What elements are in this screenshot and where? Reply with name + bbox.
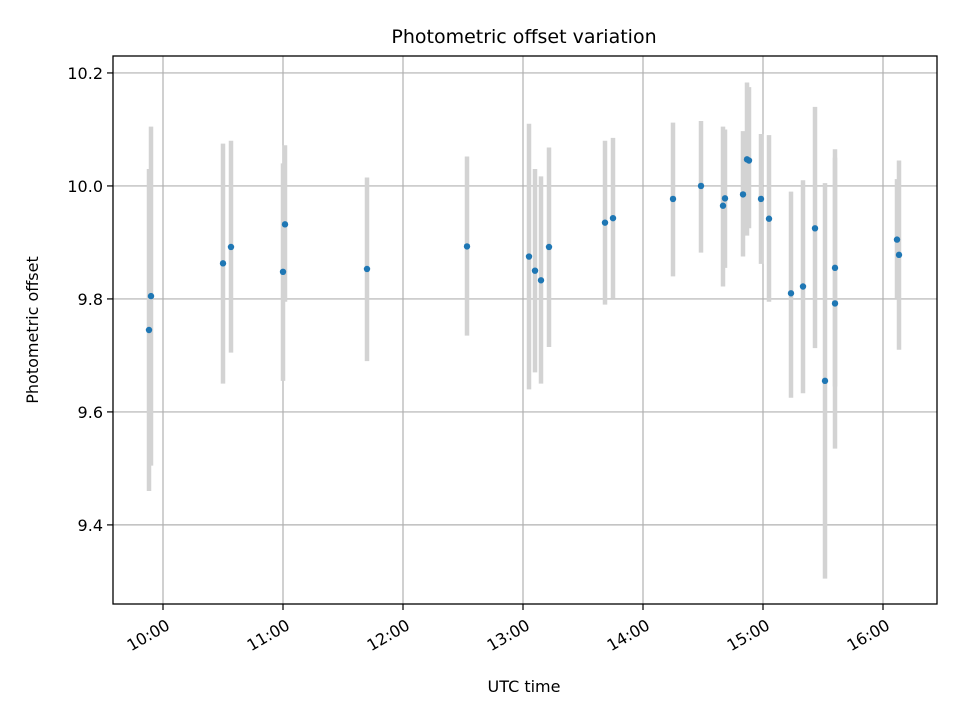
data-point <box>669 195 677 203</box>
data-point <box>719 202 727 209</box>
chart-title: Photometric offset variation <box>391 26 656 48</box>
data-point <box>609 214 617 222</box>
y-tick-label: 10.2 <box>67 64 103 83</box>
data-point <box>895 251 903 259</box>
y-axis-label: Photometric offset <box>23 256 42 404</box>
y-tick-label: 9.6 <box>78 403 103 422</box>
data-point <box>821 377 829 385</box>
data-point <box>145 326 153 334</box>
data-point <box>787 290 795 297</box>
data-point <box>739 191 747 198</box>
data-point <box>765 215 773 222</box>
y-tick-label: 10.0 <box>67 177 103 196</box>
data-point <box>537 277 545 284</box>
data-point <box>831 264 839 272</box>
y-tick-label: 9.8 <box>78 290 103 309</box>
data-point <box>831 300 839 307</box>
data-point <box>893 236 901 243</box>
data-point <box>463 243 471 250</box>
data-point <box>757 195 765 203</box>
data-point <box>363 265 371 273</box>
data-point <box>811 225 819 232</box>
data-point <box>525 253 533 260</box>
data-point <box>147 292 155 300</box>
x-axis-label: UTC time <box>488 677 561 696</box>
data-point <box>531 267 539 274</box>
y-tick-label: 9.4 <box>78 516 103 535</box>
data-point <box>545 243 553 251</box>
data-point <box>697 182 705 190</box>
data-point <box>281 221 289 228</box>
data-point <box>227 243 235 251</box>
data-point <box>745 157 753 164</box>
data-point <box>601 219 609 226</box>
plot-area: 10:00 11:00 12:00 13:00 14:00 15:00 16:009.49.… <box>67 55 938 655</box>
axes-frame <box>112 55 938 605</box>
data-point <box>799 283 807 290</box>
data-point <box>219 260 227 267</box>
data-point <box>721 195 729 202</box>
data-point <box>279 268 287 276</box>
